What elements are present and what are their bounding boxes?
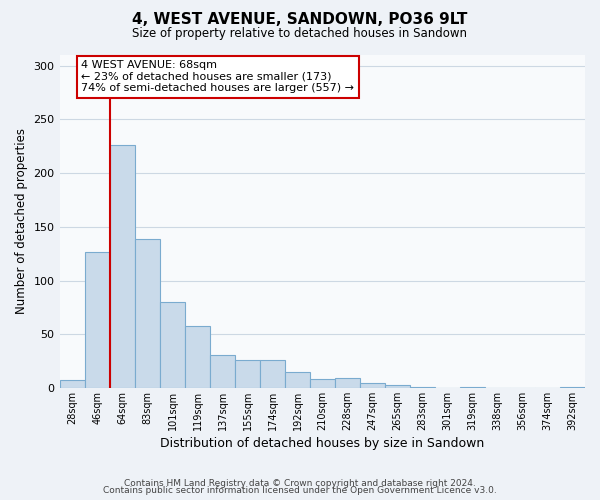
Bar [360, 382, 385, 388]
Bar [160, 302, 185, 388]
Bar [460, 387, 485, 388]
Bar [185, 326, 210, 388]
Bar [235, 360, 260, 388]
Bar [310, 380, 335, 388]
Bar [385, 384, 410, 388]
Bar [135, 238, 160, 388]
Bar [85, 252, 110, 388]
X-axis label: Distribution of detached houses by size in Sandown: Distribution of detached houses by size … [160, 437, 485, 450]
Bar [285, 372, 310, 388]
Bar [260, 360, 285, 388]
Text: 4, WEST AVENUE, SANDOWN, PO36 9LT: 4, WEST AVENUE, SANDOWN, PO36 9LT [133, 12, 467, 28]
Text: Contains public sector information licensed under the Open Government Licence v3: Contains public sector information licen… [103, 486, 497, 495]
Text: 4 WEST AVENUE: 68sqm
← 23% of detached houses are smaller (173)
74% of semi-deta: 4 WEST AVENUE: 68sqm ← 23% of detached h… [81, 60, 354, 93]
Bar [110, 145, 135, 388]
Bar [410, 387, 435, 388]
Text: Contains HM Land Registry data © Crown copyright and database right 2024.: Contains HM Land Registry data © Crown c… [124, 478, 476, 488]
Y-axis label: Number of detached properties: Number of detached properties [15, 128, 28, 314]
Bar [560, 387, 585, 388]
Text: Size of property relative to detached houses in Sandown: Size of property relative to detached ho… [133, 28, 467, 40]
Bar [335, 378, 360, 388]
Bar [210, 354, 235, 388]
Bar [60, 380, 85, 388]
